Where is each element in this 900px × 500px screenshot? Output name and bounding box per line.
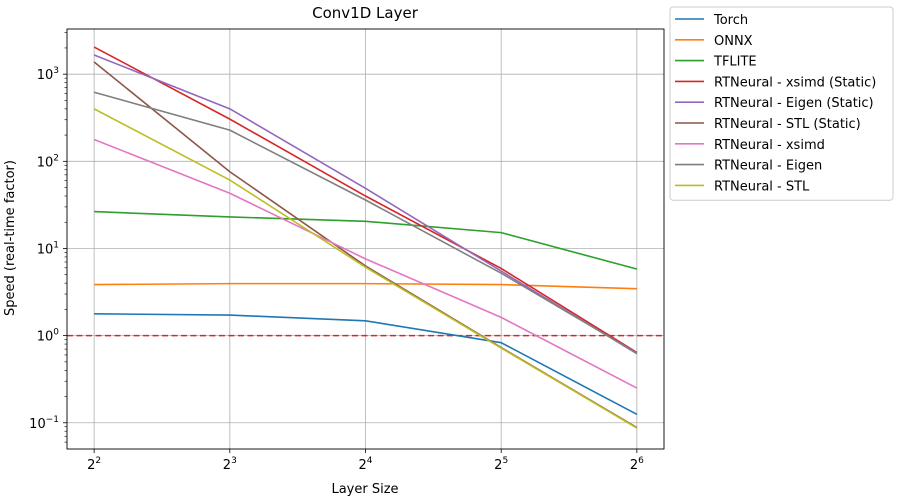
legend: Torch ONNX TFLITE RTNeural - xsimd (Static)…: [669, 6, 894, 201]
legend-label: Torch: [713, 13, 748, 28]
y-tick-label: 102: [37, 153, 59, 170]
y-tick-label: 100: [37, 328, 60, 345]
x-tick-label: 23: [223, 456, 237, 473]
series-line: [93, 108, 638, 429]
series-line: [93, 138, 638, 389]
legend-label: RTNeural - STL: [714, 179, 810, 194]
legend-label: RTNeural - Eigen: [714, 159, 822, 174]
y-tick-label: 10−1: [29, 415, 59, 432]
legend-label: RTNeural - xsimd (Static): [714, 75, 876, 90]
series-line: [93, 91, 638, 354]
series-group: [93, 46, 638, 429]
y-axis-ticks: 10−1 100 101 102 103: [29, 32, 67, 443]
x-tick-label: 25: [494, 456, 508, 473]
series-line: [94, 282, 637, 290]
legend-label: RTNeural - STL (Static): [714, 117, 861, 132]
series-line: [94, 210, 638, 270]
x-axis-label: Layer Size: [331, 482, 398, 497]
x-tick-label: 26: [630, 456, 644, 473]
legend-box: [669, 6, 894, 201]
x-tick-label: 22: [87, 456, 101, 473]
y-tick-label: 101: [37, 240, 59, 257]
x-tick-label: 24: [358, 456, 372, 473]
chart-title: Conv1D Layer: [312, 4, 419, 22]
grid: [67, 29, 664, 449]
legend-label: TFLITE: [713, 55, 757, 70]
series-line: [94, 313, 638, 416]
series-line: [93, 54, 638, 355]
legend-label: ONNX: [714, 34, 753, 49]
x-axis-ticks: 22 23 24 25 26: [87, 449, 644, 473]
series-line: [93, 46, 638, 354]
y-tick-label: 103: [37, 66, 59, 83]
legend-label: RTNeural - Eigen (Static): [714, 96, 874, 111]
y-axis-label: Speed (real-time factor): [3, 160, 18, 316]
legend-label: RTNeural - xsimd: [714, 138, 825, 153]
